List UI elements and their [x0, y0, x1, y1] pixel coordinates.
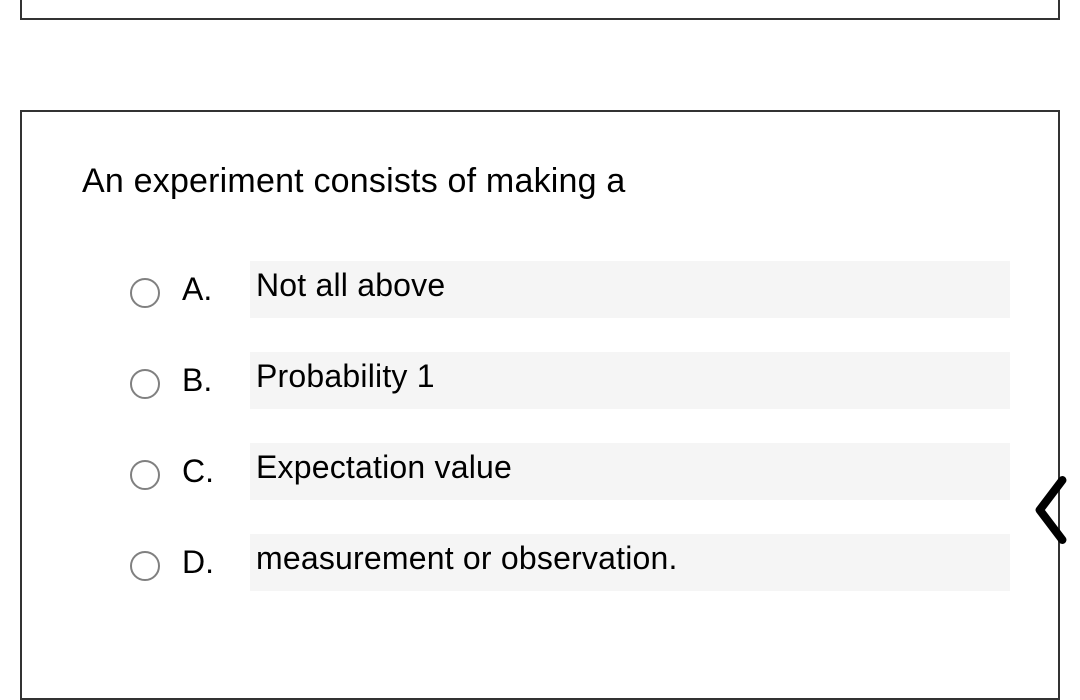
radio-a[interactable] [130, 278, 160, 308]
question-box: An experiment consists of making a A. No… [20, 110, 1060, 700]
option-row-c[interactable]: C. Expectation value [130, 443, 1010, 500]
option-text-a: Not all above [250, 261, 1010, 318]
options-list: A. Not all above B. Probability 1 C. Exp… [82, 261, 1010, 591]
option-letter-d: D. [182, 544, 228, 581]
option-row-b[interactable]: B. Probability 1 [130, 352, 1010, 409]
radio-d[interactable] [130, 551, 160, 581]
option-text-b: Probability 1 [250, 352, 1010, 409]
option-letter-a: A. [182, 271, 228, 308]
option-letter-c: C. [182, 453, 228, 490]
option-letter-b: B. [182, 362, 228, 399]
option-text-c: Expectation value [250, 443, 1010, 500]
option-row-d[interactable]: D. measurement or observation. [130, 534, 1010, 591]
option-row-a[interactable]: A. Not all above [130, 261, 1010, 318]
radio-b[interactable] [130, 369, 160, 399]
option-text-d: measurement or observation. [250, 534, 1010, 591]
question-text: An experiment consists of making a [82, 162, 1010, 201]
back-button[interactable] [1020, 460, 1080, 560]
radio-c[interactable] [130, 460, 160, 490]
chevron-left-icon [1028, 474, 1072, 546]
previous-question-box [20, 0, 1060, 20]
